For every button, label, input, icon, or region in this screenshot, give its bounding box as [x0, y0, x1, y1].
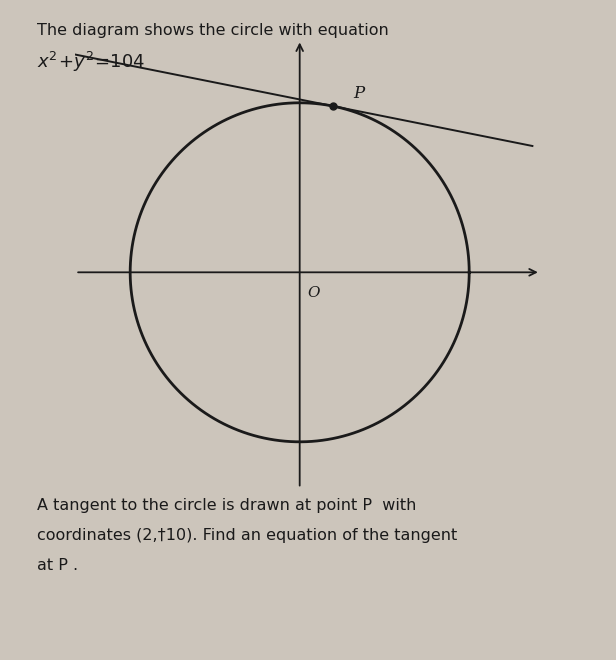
Text: A tangent to the circle is drawn at point P  with: A tangent to the circle is drawn at poin… — [37, 498, 416, 513]
Text: coordinates (2,†10). Find an equation of the tangent: coordinates (2,†10). Find an equation of… — [37, 528, 457, 543]
Text: P: P — [353, 84, 364, 102]
Text: The diagram shows the circle with equation: The diagram shows the circle with equati… — [37, 23, 389, 38]
Text: $x^2\!+\!y^2\!=\!104$: $x^2\!+\!y^2\!=\!104$ — [37, 50, 145, 74]
Text: O: O — [307, 286, 320, 300]
Text: at P .: at P . — [37, 558, 78, 573]
